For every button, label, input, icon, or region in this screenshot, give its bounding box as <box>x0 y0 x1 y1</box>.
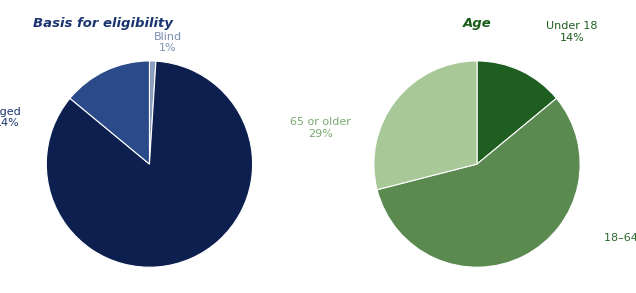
Wedge shape <box>377 98 580 267</box>
Wedge shape <box>46 61 252 267</box>
Wedge shape <box>374 61 477 190</box>
Wedge shape <box>70 61 149 164</box>
Text: Blind
1%: Blind 1% <box>154 32 182 53</box>
Title: Age: Age <box>462 17 492 30</box>
Wedge shape <box>477 61 556 164</box>
Text: Basis for eligibility: Basis for eligibility <box>34 17 174 30</box>
Text: 18–64  57%: 18–64 57% <box>604 233 636 243</box>
Text: 65 or older
29%: 65 or older 29% <box>290 117 350 139</box>
Wedge shape <box>149 61 156 164</box>
Text: Under 18
14%: Under 18 14% <box>546 21 598 43</box>
Text: Aged
14%: Aged 14% <box>0 107 22 128</box>
